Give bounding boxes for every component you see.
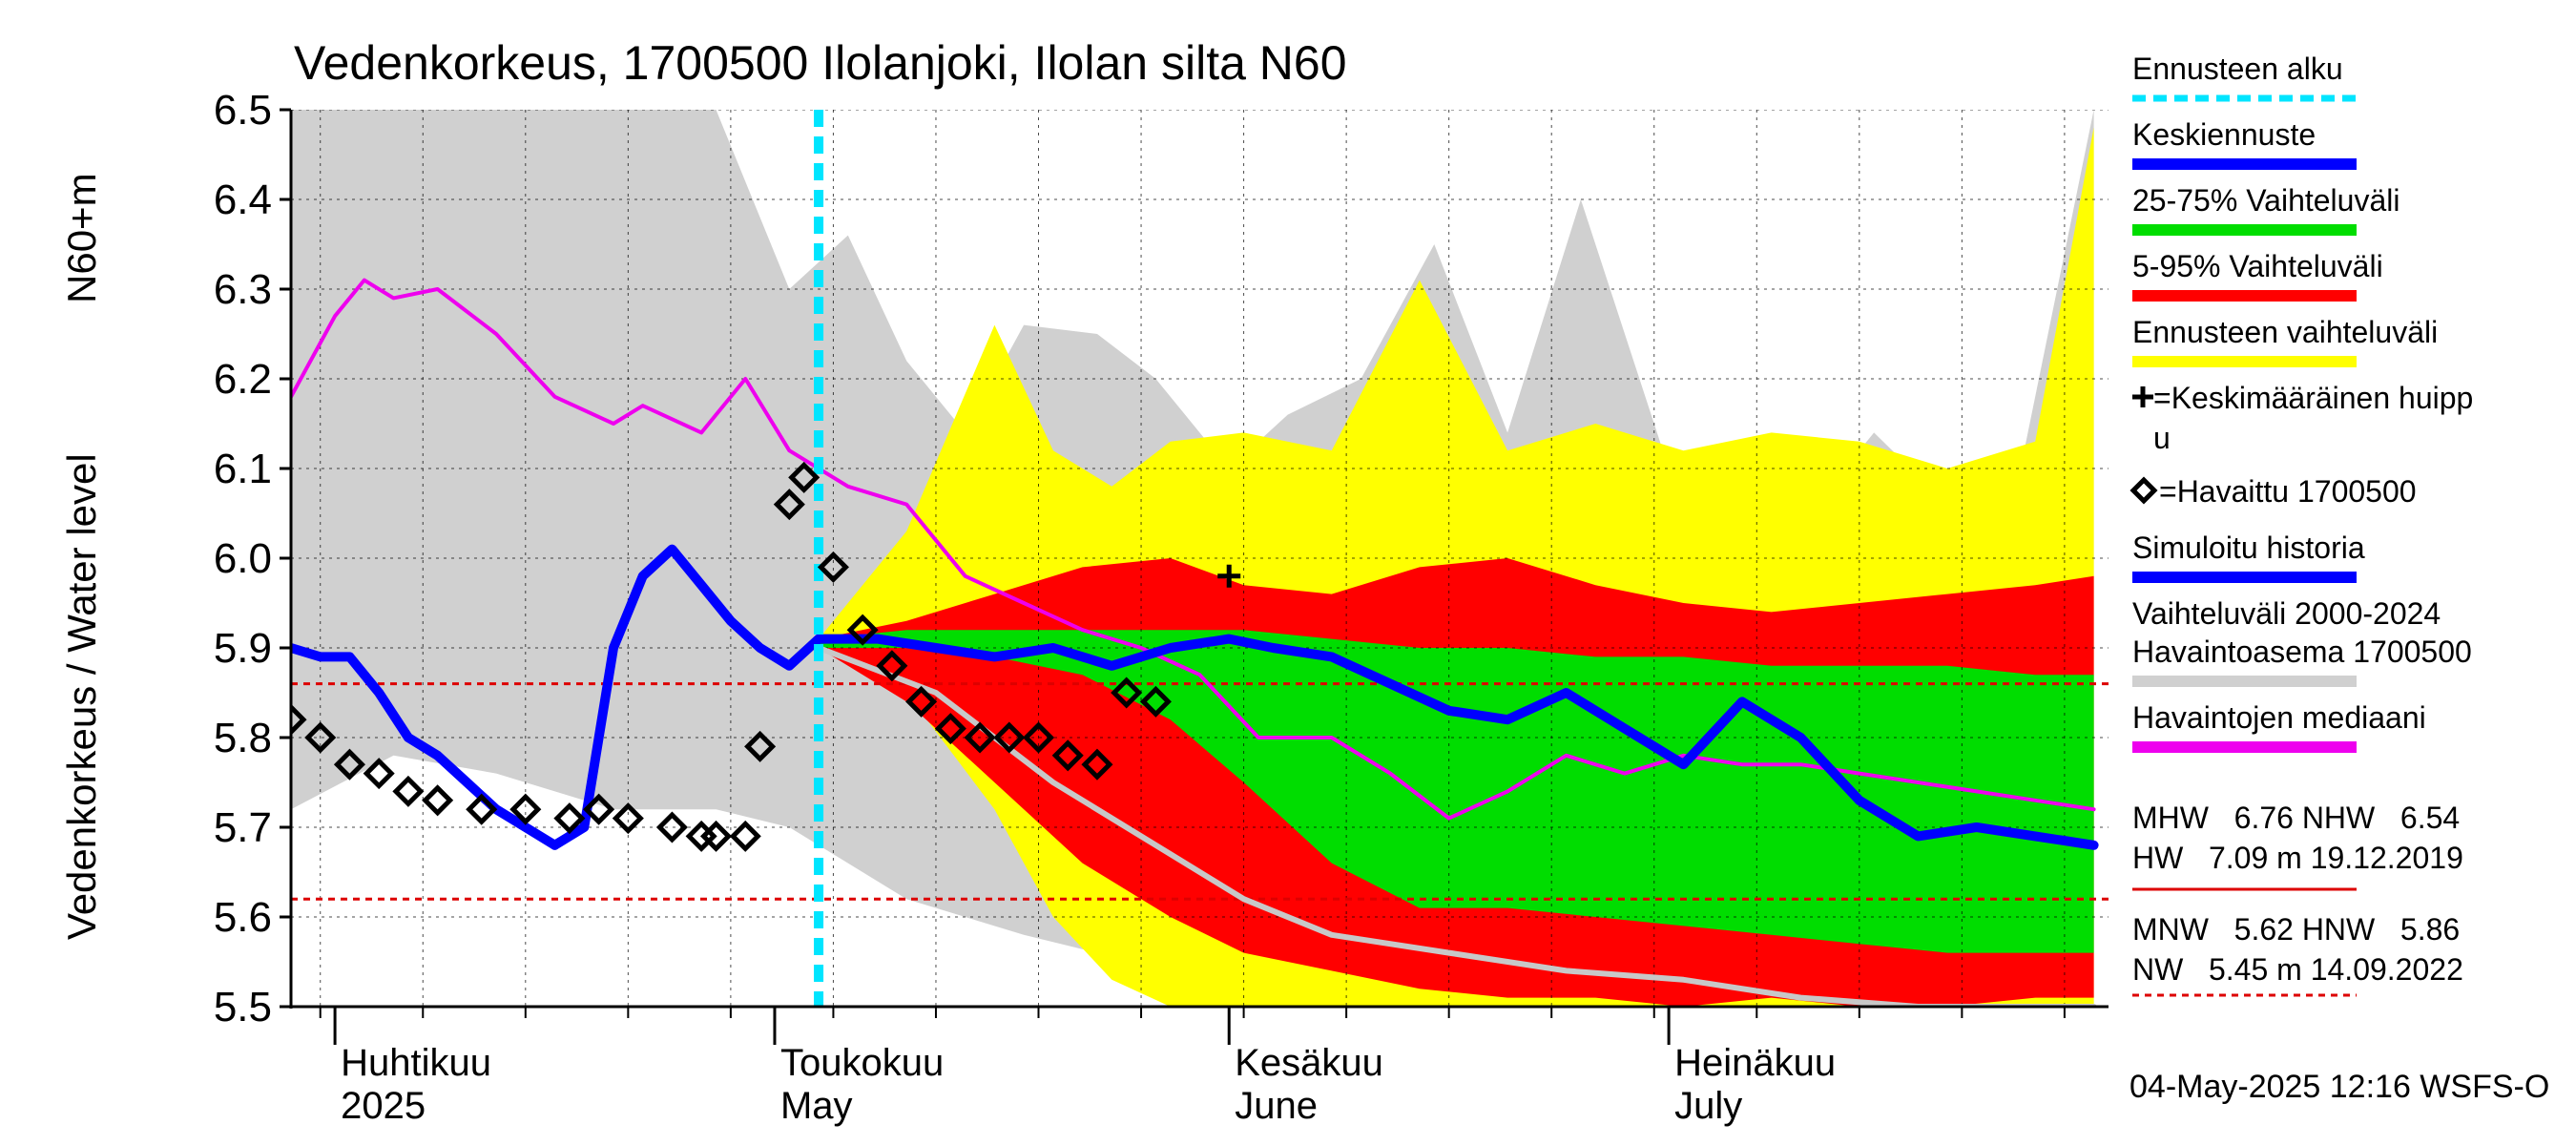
observed-point [304,721,337,754]
y-axis-label-secondary: N60+m [59,173,104,303]
month-label-en: 2025 [341,1085,426,1127]
mean-forecast-line [814,634,2099,850]
observed-point [993,721,1026,754]
legend: Ennusteen alku Keskiennuste 25-75% Vaihtel… [2129,52,2473,753]
plot-inner [291,110,2109,1007]
legend-label: Havaintoasema 1700500 [2132,635,2472,669]
observed-point [846,614,879,646]
observed-point [699,820,733,852]
y-tick-label: 6.1 [214,446,272,492]
plot-area [289,110,2109,1009]
observed-point [291,703,307,736]
observed-point [1081,748,1113,781]
y-tick-label: 6.4 [214,177,272,223]
legend-label: Ennusteen alku [2132,52,2343,86]
y-tick-label: 6.3 [214,266,272,313]
month-label-fi: Huhtikuu [341,1042,491,1084]
observed-point [876,650,908,682]
observed-point [422,784,454,817]
y-tick-label: 6.5 [214,87,272,134]
y-tick-label: 5.5 [214,984,272,1030]
observed-point [773,489,805,521]
observed-point [817,551,849,583]
observed-point [655,811,688,843]
observed-point [1111,677,1143,709]
band-25-75 [819,630,2094,953]
observed-point [905,685,938,718]
observed-point [553,802,586,835]
observed-point [1051,739,1084,772]
chart-title: Vedenkorkeus, 1700500 Ilolanjoki, Ilolan… [294,36,1347,90]
timestamp-label: 04-May-2025 12:16 WSFS-O [2129,1069,2549,1105]
legend-label: Simuloitu historia [2132,531,2365,565]
observed-point [392,775,425,807]
observed-point [612,802,644,835]
historical-range-lower-line [816,645,2097,1007]
month-label-en: June [1235,1085,1318,1127]
month-label-fi: Toukokuu [780,1042,944,1084]
y-tick-label: 5.7 [214,804,272,851]
y-axis-label-primary: Vedenkorkeus / Water level [59,453,104,940]
observed-point [788,461,821,493]
observed-point [964,721,996,754]
month-label-en: May [780,1085,853,1127]
legend-label: Keskiennuste [2132,117,2316,152]
y-tick-label: 6.0 [214,535,272,582]
y-tick-label: 5.6 [214,894,272,941]
observed-point [333,748,365,781]
observed-point [509,793,542,825]
y-tick-label: 5.9 [214,625,272,672]
legend-label: Havaintojen mediaani [2132,700,2426,735]
mean-peak-marker [1217,564,1241,588]
observed-point [934,713,966,745]
simulated-history-line [291,544,824,850]
observed-point [466,793,498,825]
y-tick-label: 6.2 [214,356,272,403]
legend-label: Vaihteluväli 2000-2024 [2132,596,2441,631]
observed-point [583,793,615,825]
legend-observed-marker [2129,476,2158,505]
month-label-fi: Kesäkuu [1235,1042,1383,1084]
legend-label: =Havaittu 1700500 [2159,474,2417,509]
legend-peak-marker [2132,386,2153,407]
month-label-fi: Heinäkuu [1674,1042,1836,1084]
observed-median-line [291,278,2096,821]
observed-point [729,820,761,852]
legend-label: =Keskimääräinen huipp [2153,381,2473,415]
stats-line: NW 5.45 m 14.09.2022 [2132,952,2463,987]
observed-point [744,730,777,762]
stats-line: HW 7.09 m 19.12.2019 [2132,841,2463,875]
observed-point [1022,721,1055,754]
legend-label: 25-75% Vaihteluväli [2132,183,2399,218]
month-label-en: July [1674,1085,1742,1127]
stats-line: MHW 6.76 NHW 6.54 [2132,801,2460,835]
observed-point [363,758,395,790]
y-axis-ticks: 5.5 5.6 5.7 5.8 5.9 6.0 6.1 6.2 6.3 6.4 6.5 [214,87,291,1030]
observed-point [1139,685,1172,718]
statistics-panel: MHW 6.76 NHW 6.54 HW 7.09 m 19.12.2019 MNW… [2132,801,2463,997]
legend-label: Ennusteen vaihteluväli [2132,315,2438,349]
y-tick-label: 5.8 [214,715,272,761]
stats-line: MNW 5.62 HNW 5.86 [2132,912,2460,947]
legend-label: 5-95% Vaihteluväli [2132,249,2383,283]
legend-label: u [2153,421,2171,455]
